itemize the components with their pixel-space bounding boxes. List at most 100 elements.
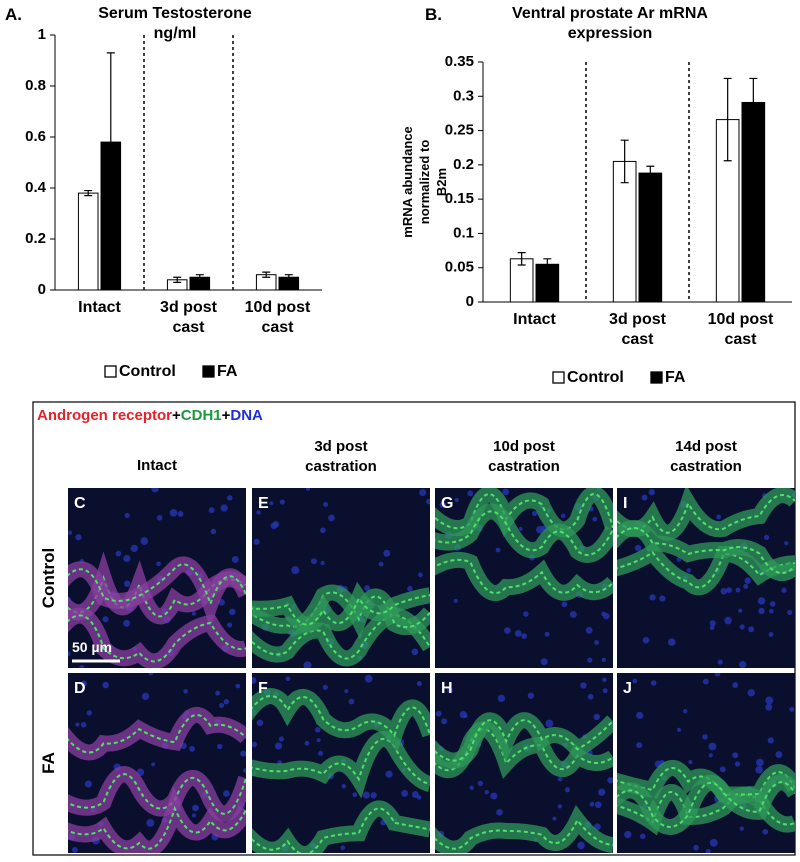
nucleus <box>495 547 501 553</box>
nucleus <box>490 792 498 800</box>
epithelium-edge <box>617 551 795 589</box>
nucleus <box>540 658 548 666</box>
nucleus <box>252 677 257 684</box>
nucleus <box>738 608 743 613</box>
nucleus <box>411 648 419 656</box>
nucleus <box>304 740 310 746</box>
nucleus <box>256 510 261 515</box>
nucleus <box>765 696 774 705</box>
panel-letter: C <box>74 495 86 512</box>
epithelium-edge <box>252 594 430 626</box>
y-tick-label: 1 <box>38 26 46 43</box>
nucleus <box>601 657 606 662</box>
panel-letter: I <box>623 495 627 512</box>
nucleus <box>717 659 723 665</box>
nucleus <box>769 601 776 607</box>
nucleus <box>523 611 529 617</box>
nucleus <box>577 841 585 850</box>
nucleus <box>649 594 656 601</box>
nucleus <box>151 488 159 493</box>
stain-part: CDH1 <box>181 407 222 424</box>
nucleus <box>401 789 409 797</box>
nucleus <box>569 610 577 618</box>
nucleus <box>650 680 657 686</box>
nucleus <box>348 698 355 705</box>
nucleus <box>734 761 741 767</box>
micrograph-image <box>435 673 613 853</box>
nucleus <box>739 826 744 831</box>
column-header: 3d post castration <box>305 438 377 475</box>
nucleus <box>71 847 78 853</box>
nucleus <box>743 583 749 589</box>
nucleus <box>231 555 239 563</box>
nucleus <box>762 828 769 835</box>
nucleus <box>344 689 349 694</box>
nucleus <box>531 510 538 517</box>
epithelium-edge <box>617 494 795 534</box>
y-tick-label: 0.35 <box>445 53 474 70</box>
nucleus <box>775 751 783 758</box>
nucleus <box>709 838 718 847</box>
nucleus <box>545 719 554 728</box>
nucleus <box>320 560 325 566</box>
stain-part: + <box>172 407 181 424</box>
nucleus <box>709 625 715 631</box>
micrograph-image <box>252 488 430 668</box>
nucleus <box>787 609 793 616</box>
y-tick-label: 0 <box>38 281 46 298</box>
nucleus <box>364 585 371 592</box>
y-tick-label: 0.4 <box>25 179 47 196</box>
nucleus <box>191 611 197 616</box>
nucleus <box>580 682 587 689</box>
micrograph-image <box>252 673 430 853</box>
nucleus <box>315 726 321 733</box>
nucleus <box>594 801 602 809</box>
nucleus <box>75 534 82 541</box>
nucleus <box>123 619 131 627</box>
epithelium-edge <box>252 807 430 853</box>
x-tick-label: 10d post cast <box>708 311 774 348</box>
nucleus <box>279 499 285 505</box>
legend-swatch <box>202 365 215 378</box>
nucleus <box>557 776 563 782</box>
nucleus <box>454 497 459 503</box>
x-tick-label: Intact <box>513 311 556 328</box>
nucleus <box>102 616 109 623</box>
nucleus <box>724 616 732 625</box>
nucleus <box>521 633 528 639</box>
nucleus <box>419 489 427 497</box>
nucleus <box>426 498 430 505</box>
nucleus <box>561 601 568 608</box>
nucleus <box>484 789 489 795</box>
nucleus <box>223 699 229 705</box>
nucleus <box>80 721 87 728</box>
epithelium-edge <box>617 527 795 575</box>
legend-label: FA <box>665 369 686 386</box>
nucleus <box>79 664 85 668</box>
nucleus <box>709 620 716 627</box>
nucleus <box>747 689 755 697</box>
nucleus <box>323 501 329 507</box>
nucleus <box>223 790 230 797</box>
nucleus <box>305 488 310 491</box>
epithelium <box>617 774 795 835</box>
nucleus <box>341 783 347 789</box>
epithelium-edge <box>252 591 430 629</box>
error-bar <box>723 77 732 162</box>
nucleus <box>607 776 613 784</box>
nucleus <box>720 587 728 595</box>
panel-letter: J <box>623 680 632 697</box>
panel-letter: F <box>258 680 268 697</box>
panel-label: B. <box>425 5 442 24</box>
nucleus <box>115 550 122 557</box>
nucleus <box>146 818 155 827</box>
nucleus <box>693 844 699 851</box>
error-bar <box>84 189 93 197</box>
nucleus <box>362 791 370 799</box>
nucleus <box>587 657 593 663</box>
nucleus <box>148 673 154 676</box>
nucleus <box>318 750 324 756</box>
legend-label: Control <box>567 369 624 386</box>
nucleus <box>755 766 763 774</box>
